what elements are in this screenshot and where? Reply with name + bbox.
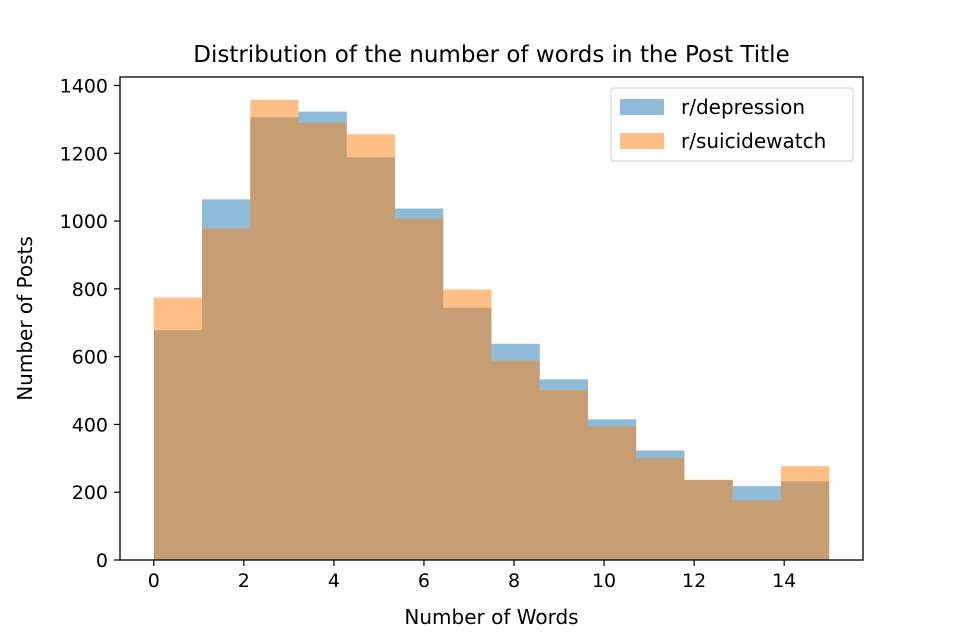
- legend-label-depression: r/depression: [681, 95, 805, 119]
- x-tick-label-8: 8: [508, 570, 520, 592]
- bar-r-suicidewatch-10: [636, 458, 685, 560]
- y-tick-label-0: 0: [96, 550, 108, 572]
- bar-r-suicidewatch-8: [539, 390, 588, 560]
- bar-r-suicidewatch-0: [153, 297, 202, 560]
- y-tick-label-1200: 1200: [60, 143, 108, 165]
- legend-swatch-suicidewatch: [620, 133, 664, 149]
- legend-frame: [610, 87, 854, 162]
- x-axis-label: Number of Words: [404, 605, 578, 629]
- ticks-layer: 0 2 4 6 8 10 12 14 0 200 400 600 800 1000 1200 1400: [60, 75, 797, 592]
- x-tick-label-14: 14: [772, 570, 796, 592]
- bars-layer: [153, 99, 830, 561]
- x-tick-label-0: 0: [148, 570, 160, 592]
- bar-r-suicidewatch-3: [298, 122, 347, 560]
- x-tick-label-10: 10: [592, 570, 616, 592]
- y-tick-label-800: 800: [72, 279, 108, 301]
- y-axis-label: Number of Posts: [13, 236, 37, 401]
- bar-r-suicidewatch-9: [588, 426, 637, 560]
- x-tick-label-6: 6: [418, 570, 430, 592]
- y-tick-label-1400: 1400: [60, 75, 108, 97]
- chart-title: Distribution of the number of words in t…: [193, 42, 789, 68]
- y-tick-label-200: 200: [72, 482, 108, 504]
- bar-r-suicidewatch-13: [781, 466, 830, 560]
- legend-swatch-depression: [620, 99, 664, 115]
- bar-r-suicidewatch-6: [443, 289, 492, 560]
- y-tick-label-600: 600: [72, 347, 108, 369]
- legend-label-suicidewatch: r/suicidewatch: [681, 129, 826, 153]
- bar-r-suicidewatch-2: [250, 99, 299, 561]
- bar-r-suicidewatch-7: [491, 360, 540, 560]
- bar-r-suicidewatch-12: [732, 500, 781, 560]
- y-tick-label-1000: 1000: [60, 211, 108, 233]
- y-tick-label-400: 400: [72, 414, 108, 436]
- x-tick-label-4: 4: [328, 570, 340, 592]
- x-tick-label-12: 12: [682, 570, 706, 592]
- x-tick-label-2: 2: [238, 570, 250, 592]
- bar-r-suicidewatch-1: [202, 228, 251, 560]
- bar-r-suicidewatch-4: [346, 134, 395, 560]
- bar-r-suicidewatch-5: [395, 218, 444, 560]
- bar-r-suicidewatch-11: [684, 479, 733, 560]
- legend: r/depression r/suicidewatch: [610, 87, 854, 162]
- plot-frame: [119, 76, 864, 561]
